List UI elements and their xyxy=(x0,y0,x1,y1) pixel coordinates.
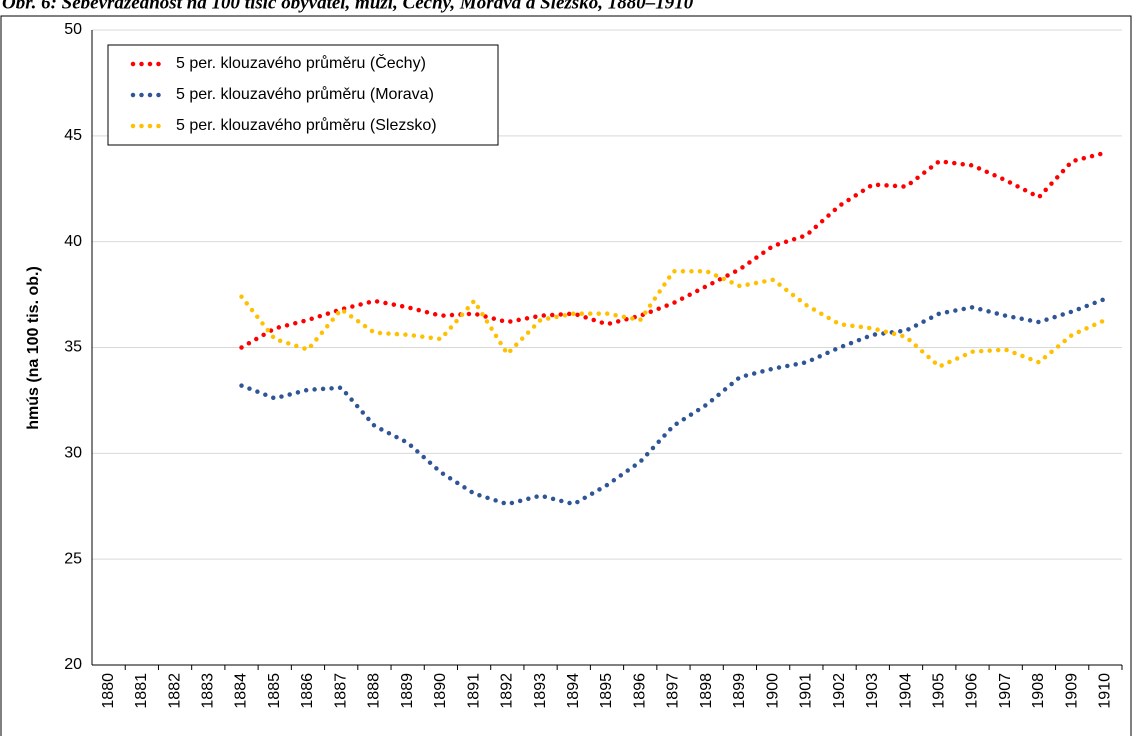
chart-frame xyxy=(0,15,1132,736)
x-tick-label: 1880 xyxy=(100,673,117,709)
x-tick-label: 1904 xyxy=(897,673,914,709)
x-tick-label: 1892 xyxy=(499,673,516,709)
x-tick-label: 1910 xyxy=(1097,673,1114,709)
legend-label: 5 per. klouzavého průměru (Čechy) xyxy=(176,53,426,72)
x-tick-label: 1905 xyxy=(930,673,947,709)
x-tick-label: 1889 xyxy=(399,673,416,709)
y-tick-label: 45 xyxy=(64,127,82,144)
x-tick-label: 1896 xyxy=(631,673,648,709)
x-tick-label: 1908 xyxy=(1030,673,1047,709)
x-tick-label: 1901 xyxy=(798,673,815,709)
x-tick-label: 1886 xyxy=(299,673,316,709)
x-tick-label: 1909 xyxy=(1063,673,1080,709)
y-tick-label: 30 xyxy=(64,445,82,462)
x-tick-label: 1883 xyxy=(200,673,217,709)
x-tick-label: 1895 xyxy=(598,673,615,709)
y-tick-label: 40 xyxy=(64,233,82,250)
y-axis-label: hmús (na 100 tis. ob.) xyxy=(25,266,42,430)
x-tick-label: 1882 xyxy=(166,673,183,709)
x-tick-label: 1885 xyxy=(266,673,283,709)
legend-box xyxy=(107,44,499,146)
chart-title: Obr. 6: Sebevražednost na 100 tisíc obyv… xyxy=(2,0,694,13)
legend-label: 5 per. klouzavého průměru (Slezsko) xyxy=(176,116,437,134)
x-tick-label: 1898 xyxy=(698,673,715,709)
series-line xyxy=(239,269,1108,369)
x-tick-label: 1899 xyxy=(731,673,748,709)
x-tick-label: 1890 xyxy=(432,673,449,709)
x-tick-label: 1893 xyxy=(532,673,549,709)
x-tick-label: 1897 xyxy=(665,673,682,709)
x-tick-label: 1888 xyxy=(366,673,383,709)
x-tick-label: 1906 xyxy=(964,673,981,709)
x-tick-label: 1891 xyxy=(465,673,482,709)
series-line xyxy=(239,150,1108,350)
y-tick-label: 50 xyxy=(64,21,82,38)
y-tick-label: 20 xyxy=(64,656,82,673)
x-tick-label: 1881 xyxy=(133,673,150,709)
x-tick-label: 1902 xyxy=(831,673,848,709)
legend-label: 5 per. klouzavého průměru (Morava) xyxy=(176,85,434,103)
x-tick-label: 1887 xyxy=(332,673,349,709)
y-tick-label: 25 xyxy=(64,550,82,567)
y-tick-label: 35 xyxy=(64,339,82,356)
x-tick-label: 1894 xyxy=(565,673,582,709)
x-tick-label: 1903 xyxy=(864,673,881,709)
x-tick-label: 1884 xyxy=(233,673,250,709)
x-tick-label: 1900 xyxy=(764,673,781,709)
x-tick-label: 1907 xyxy=(997,673,1014,709)
